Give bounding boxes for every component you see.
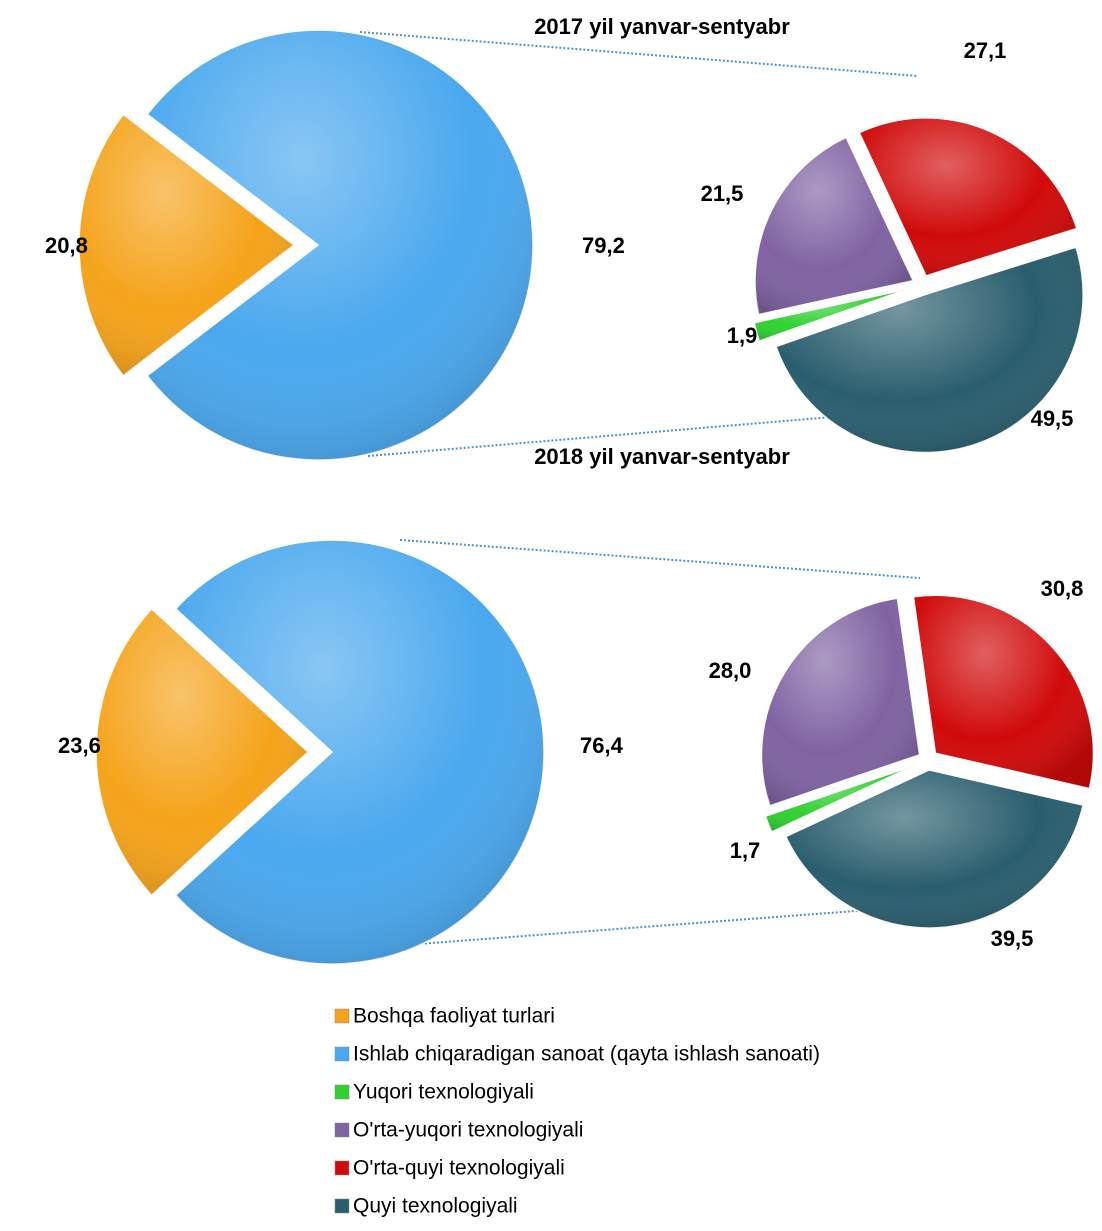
value-label: 1,7 bbox=[730, 838, 761, 863]
legend-swatch bbox=[334, 1046, 350, 1062]
value-label: 23,6 bbox=[58, 733, 101, 758]
connector-line bbox=[359, 31, 919, 77]
value-label: 20,8 bbox=[45, 233, 88, 258]
slice-shine bbox=[761, 598, 920, 806]
connector-line bbox=[404, 907, 896, 946]
value-label: 39,5 bbox=[991, 926, 1034, 951]
value-label: 1,9 bbox=[727, 323, 758, 348]
slice-shine bbox=[755, 137, 914, 315]
slice-shine bbox=[765, 765, 916, 832]
slice-shine bbox=[79, 114, 295, 376]
chart-title: 2018 yil yanvar-sentyabr bbox=[534, 444, 790, 469]
value-label: 76,4 bbox=[580, 733, 624, 758]
slice-shine bbox=[754, 288, 909, 341]
slice-shine bbox=[785, 769, 1084, 928]
legend-swatch bbox=[334, 1122, 350, 1138]
legend-swatch bbox=[334, 1160, 350, 1176]
legend-label: O'rta-yuqori texnologiyali bbox=[353, 1119, 583, 1142]
connector-line bbox=[399, 539, 921, 579]
value-label: 30,8 bbox=[1041, 576, 1084, 601]
legend-label: O'rta-quyi texnologiyali bbox=[353, 1157, 565, 1180]
legend-label: Yuqori texnologiyali bbox=[353, 1081, 534, 1104]
slice-shine bbox=[913, 595, 1094, 789]
slice-shine bbox=[859, 117, 1077, 276]
legend-label: Quyi texnologiyali bbox=[353, 1195, 518, 1218]
value-label: 28,0 bbox=[709, 658, 752, 683]
legend-label: Boshqa faoliyat turlari bbox=[353, 1005, 555, 1028]
slice-shine bbox=[96, 608, 308, 896]
value-label: 21,5 bbox=[701, 181, 744, 206]
slice-shine bbox=[147, 29, 534, 460]
legend-label: Ishlab chiqaradigan sanoat (qayta ishlas… bbox=[353, 1043, 820, 1066]
legend-swatch bbox=[334, 1008, 350, 1024]
value-label: 27,1 bbox=[964, 38, 1007, 63]
legend-swatch bbox=[334, 1084, 350, 1100]
value-label: 49,5 bbox=[1031, 406, 1074, 431]
slice-shine bbox=[775, 247, 1084, 453]
value-label: 79,2 bbox=[582, 233, 625, 258]
slice-shine bbox=[175, 540, 545, 965]
legend-swatch bbox=[334, 1198, 350, 1214]
chart-title: 2017 yil yanvar-sentyabr bbox=[534, 14, 790, 39]
